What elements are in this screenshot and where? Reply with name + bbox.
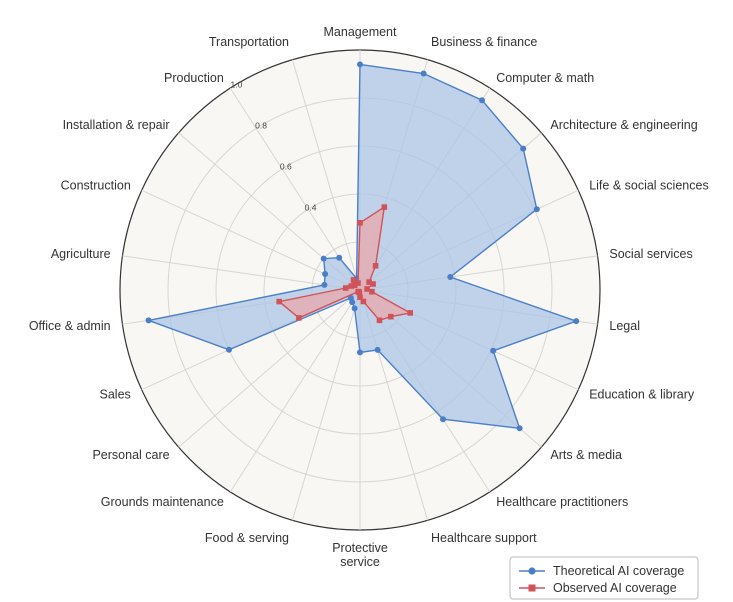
category-label: Computer & math: [496, 71, 594, 85]
category-label: Transportation: [209, 35, 289, 49]
point-theoretical-3: [520, 145, 527, 152]
point-theoretical-14: [347, 294, 354, 301]
category-label: Installation & repair: [63, 118, 170, 132]
point-theoretical-11: [357, 349, 363, 356]
point-observed-4: [370, 281, 376, 287]
point-observed-6: [369, 288, 375, 295]
point-observed-8: [388, 313, 394, 320]
category-label: Social services: [609, 247, 692, 261]
radial-tick-label: 0.4: [305, 203, 317, 213]
series-layer: [145, 61, 580, 432]
point-theoretical-19: [320, 255, 327, 262]
point-theoretical-5: [447, 274, 454, 280]
radial-tick-label: 0.6: [280, 162, 292, 172]
grid-spoke: [178, 289, 361, 448]
radial-tick-label: 0.8: [255, 120, 267, 130]
category-label: Production: [164, 71, 224, 85]
point-observed-5: [364, 286, 370, 292]
point-observed-20: [350, 277, 357, 283]
point-theoretical-9: [440, 416, 446, 423]
category-label: Healthcare support: [431, 531, 537, 545]
grid-spoke: [291, 59, 361, 291]
category-label: Arts & media: [550, 448, 622, 462]
category-label: Life & social sciences: [589, 178, 709, 192]
point-observed-7: [407, 310, 413, 316]
category-label: Grounds maintenance: [101, 495, 224, 509]
point-theoretical-1: [420, 70, 427, 77]
point-theoretical-20: [336, 254, 343, 261]
point-theoretical-8: [516, 425, 523, 432]
point-observed-10: [360, 298, 367, 305]
category-label: Architecture & engineering: [550, 118, 697, 132]
point-theoretical-15: [226, 346, 232, 353]
category-label: Protective service: [332, 541, 388, 569]
grid-spoke: [291, 289, 361, 521]
point-observed-0: [357, 220, 363, 226]
point-observed-3: [366, 279, 372, 285]
category-label: Business & finance: [431, 35, 537, 49]
point-observed-19: [351, 282, 358, 289]
category-label: Management: [324, 25, 397, 39]
radial-tick-label: 1.0: [230, 79, 242, 89]
category-label: Sales: [100, 388, 131, 402]
category-label: Personal care: [92, 448, 169, 462]
legend-observed-marker: [528, 584, 536, 592]
legend: Theoretical AI coverage Observed AI cove…: [509, 556, 699, 600]
category-label: Office & admin: [29, 319, 111, 333]
point-theoretical-0: [357, 61, 363, 68]
category-label: Construction: [61, 178, 131, 192]
radial-tick-labels: 0.4 0.6 0.8 1.0: [230, 79, 316, 212]
legend-theoretical-label: Theoretical AI coverage: [553, 564, 684, 578]
point-observed-1: [381, 204, 388, 210]
point-observed-14: [355, 288, 361, 295]
point-theoretical-18: [322, 271, 329, 277]
point-theoretical-7: [490, 347, 497, 354]
point-theoretical-17: [321, 281, 328, 288]
point-observed-18: [348, 283, 355, 289]
point-theoretical-2: [479, 97, 485, 104]
legend-observed-label: Observed AI coverage: [553, 581, 677, 595]
category-label: Legal: [609, 319, 640, 333]
point-theoretical-6: [573, 318, 580, 325]
point-observed-17: [342, 285, 349, 291]
category-label: Food & serving: [205, 531, 289, 545]
point-theoretical-4: [533, 206, 540, 213]
point-observed-21: [355, 280, 361, 286]
point-theoretical-12: [351, 305, 358, 312]
category-label: Agriculture: [51, 247, 111, 261]
grid-spoke: [122, 255, 361, 291]
point-observed-15: [296, 315, 302, 321]
point-observed-9: [376, 317, 383, 324]
point-theoretical-10: [374, 346, 381, 353]
grid-spoke: [229, 289, 361, 493]
point-observed-11: [357, 294, 363, 300]
category-label: Education & library: [589, 388, 695, 402]
point-theoretical-16: [145, 317, 152, 324]
legend-box: [509, 556, 699, 600]
category-label: Healthcare practitioners: [496, 495, 628, 509]
point-observed-16: [276, 298, 282, 305]
category-labels: Management Business & finance Computer & m…: [29, 25, 709, 569]
legend-theoretical-marker: [528, 567, 536, 575]
point-observed-2: [372, 263, 379, 269]
